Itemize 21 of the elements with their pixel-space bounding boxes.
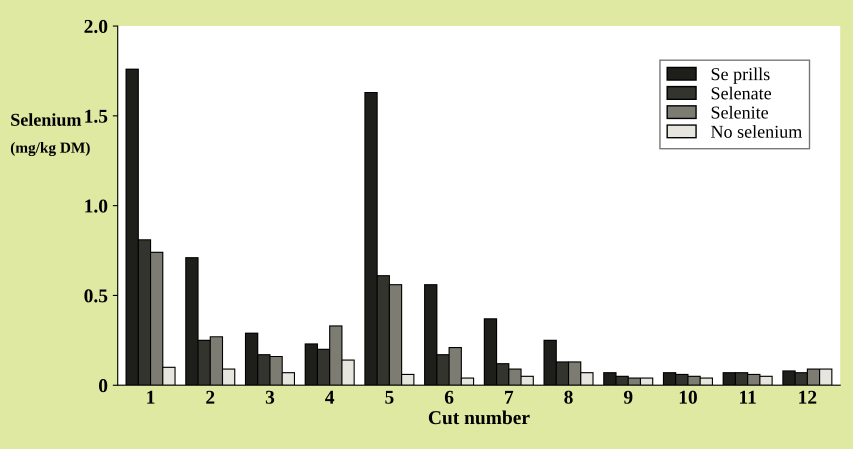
y-tick-label: 0 (99, 379, 108, 392)
x-tick-label: 12 (799, 390, 816, 404)
x-tick-label: 3 (266, 390, 274, 404)
legend-label: Selenate (712, 86, 772, 100)
legend-label: Se prills (712, 68, 770, 84)
x-tick-label: 9 (624, 390, 632, 404)
legend-label: No selenium (711, 125, 802, 138)
x-tick-label: 2 (206, 390, 214, 404)
x-tick-label: 4 (325, 390, 334, 404)
x-tick-label: 6 (444, 390, 454, 404)
legend-label: Selenite (712, 106, 768, 119)
y-tick-label: 2.0 (84, 20, 108, 34)
y-tick-label: 0.5 (84, 289, 108, 302)
x-tick-label: 10 (680, 390, 697, 404)
x-tick-label: 8 (564, 390, 573, 404)
x-axis-title: Cut number (428, 410, 530, 424)
x-tick-label: 7 (505, 390, 514, 404)
x-tick-label: 1 (147, 390, 154, 404)
x-tick-label: 11 (740, 390, 756, 404)
x-tick-label: 5 (385, 390, 394, 404)
y-tick-label: 1.0 (85, 199, 108, 213)
